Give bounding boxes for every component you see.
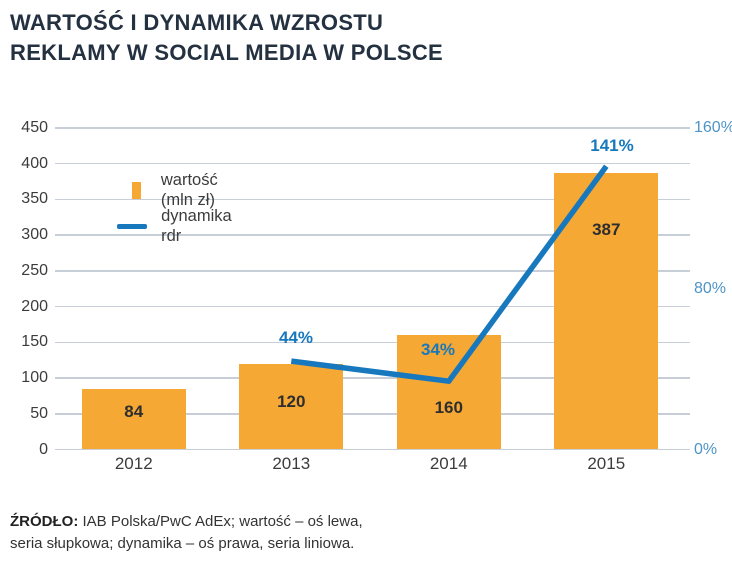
line-value-label-2014: 34% <box>420 340 456 359</box>
bar-value-label-2012: 84 <box>124 402 144 421</box>
x-axis-label-2012: 2012 <box>114 454 153 473</box>
legend-label-dynamika: dynamika rdr <box>161 207 232 245</box>
left-axis-tick-300: 300 <box>21 226 48 244</box>
left-axis-tick-150: 150 <box>21 333 48 351</box>
chart-title-line2: REKLAMY W SOCIAL MEDIA W POLSCE <box>10 39 444 65</box>
x-axis-label-2014: 2014 <box>429 454 468 473</box>
left-axis-tick-0: 0 <box>39 440 48 458</box>
left-axis-tick-400: 400 <box>21 154 48 172</box>
left-axis-tick-350: 350 <box>21 190 48 208</box>
legend-item-wartosc: wartość (mln zł) <box>132 170 225 210</box>
source-line1: IAB Polska/PwC AdEx; wartość – oś lewa, <box>82 513 363 530</box>
source-line2: seria słupkowa; dynamika – oś prawa, ser… <box>10 534 355 552</box>
legend-label-wartosc: wartość (mln zł) <box>160 171 218 209</box>
left-axis-tick-50: 50 <box>30 404 48 422</box>
gridline-0 <box>55 448 690 451</box>
right-axis-tick-80%: 80% <box>694 279 727 297</box>
line-value-label-2015: 141% <box>590 136 634 155</box>
legend-bar-swatch <box>132 181 141 199</box>
left-axis-tick-450: 450 <box>21 119 48 136</box>
bar-value-label-2015: 387 <box>592 220 621 239</box>
chart-title: WARTOŚĆ I DYNAMIKA WZROSTU REKLAMY W SOC… <box>10 8 630 68</box>
x-axis-label-2015: 2015 <box>587 454 626 473</box>
left-axis-tick-250: 250 <box>21 261 48 279</box>
legend-item-dynamika: dynamika rdr <box>117 206 239 246</box>
bar-value-label-2013: 120 <box>277 392 306 411</box>
gridline-450 <box>55 127 690 129</box>
bar-2012 <box>81 389 186 450</box>
chart-title-line1: WARTOŚĆ I DYNAMIKA WZROSTU <box>10 10 384 35</box>
x-axis-label-2013: 2013 <box>272 454 311 473</box>
gridline-400 <box>55 162 690 165</box>
gridline-50 <box>55 413 690 415</box>
bar-value-label-2014: 160 <box>434 398 463 417</box>
source-label: ŹRÓDŁO: <box>10 513 79 530</box>
source-note: ŹRÓDŁO: IAB Polska/PwC AdEx; wartość – o… <box>10 511 530 555</box>
right-axis-tick-160%: 160% <box>694 119 732 136</box>
bar-2015 <box>554 173 659 450</box>
right-axis-tick-0%: 0% <box>694 440 718 458</box>
left-axis-tick-200: 200 <box>21 297 48 315</box>
line-value-label-2013: 44% <box>278 328 314 347</box>
legend-line-swatch <box>117 223 148 229</box>
left-axis-tick-100: 100 <box>21 369 48 387</box>
